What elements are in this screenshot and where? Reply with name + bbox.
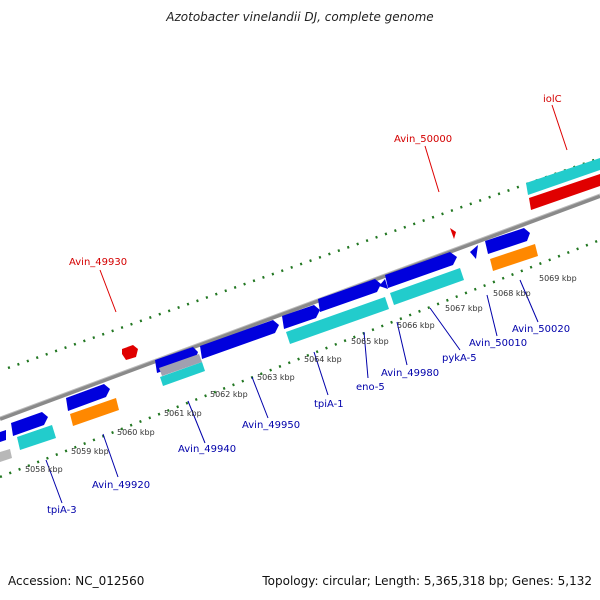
label-pyka-5: pykA-5 bbox=[442, 353, 477, 364]
gene-avin-50000-marker[interactable] bbox=[450, 228, 456, 239]
gene-block-10[interactable] bbox=[470, 245, 478, 259]
label-avin-50010: Avin_50010 bbox=[469, 338, 527, 349]
kbp-label-5058: 5058 kbp bbox=[25, 465, 63, 474]
cds-bar-2[interactable] bbox=[160, 362, 205, 386]
rna-bar-1[interactable] bbox=[70, 398, 119, 426]
leader-tpia-3 bbox=[45, 459, 63, 504]
accession-text: Accession: NC_012560 bbox=[8, 574, 145, 588]
gray-feature-2[interactable] bbox=[0, 449, 12, 462]
gene-block-6[interactable] bbox=[282, 305, 320, 329]
genome-title: Azotobacter vinelandii DJ, complete geno… bbox=[166, 10, 434, 24]
leader-eno-5 bbox=[363, 331, 369, 379]
label-avin-49940: Avin_49940 bbox=[178, 444, 236, 455]
kbp-label-5065: 5065 kbp bbox=[351, 337, 389, 346]
gene-block-9[interactable] bbox=[385, 252, 457, 288]
gene-block-1[interactable] bbox=[0, 430, 6, 442]
gray-feature-1[interactable] bbox=[159, 354, 202, 376]
gene-block-7[interactable] bbox=[318, 279, 381, 312]
leader-avin-49950 bbox=[251, 376, 269, 419]
label-eno-5: eno-5 bbox=[356, 382, 385, 393]
genome-backbone-highlight bbox=[0, 193, 600, 418]
kbp-label-5064: 5064 kbp bbox=[304, 355, 342, 364]
gene-block-5[interactable] bbox=[200, 320, 279, 359]
leader-avin-49940 bbox=[187, 400, 206, 444]
gene-block-3[interactable] bbox=[66, 384, 110, 411]
kbp-label-5060: 5060 kbp bbox=[117, 428, 155, 437]
gene-block-8[interactable] bbox=[379, 279, 388, 289]
leader-pyka-5 bbox=[429, 307, 461, 351]
label-avin-49920: Avin_49920 bbox=[92, 480, 150, 491]
genome-backbone bbox=[0, 194, 600, 421]
leader-avin-49920 bbox=[102, 433, 119, 478]
leader-avin-50000 bbox=[424, 145, 440, 193]
gene-iolc-bar[interactable] bbox=[529, 174, 600, 210]
leader-avin-50020 bbox=[519, 279, 539, 323]
topology-summary: Topology: circular; Length: 5,365,318 bp… bbox=[262, 574, 592, 588]
cds-bar-3[interactable] bbox=[286, 297, 389, 344]
cds-bar-1[interactable] bbox=[17, 425, 56, 450]
label-avin-49980: Avin_49980 bbox=[381, 368, 439, 379]
kbp-label-5066: 5066 kbp bbox=[397, 321, 435, 330]
cds-bar-4[interactable] bbox=[390, 268, 464, 305]
leader-avin-49930 bbox=[99, 269, 117, 313]
kbp-label-5067: 5067 kbp bbox=[445, 304, 483, 313]
gene-block-11[interactable] bbox=[485, 228, 530, 254]
label-avin-49930: Avin_49930 bbox=[69, 257, 127, 268]
leader-avin-49980 bbox=[396, 321, 408, 366]
gene-iolc-cyan-bar[interactable] bbox=[526, 158, 600, 195]
lower-dotted-track bbox=[0, 238, 600, 479]
kbp-label-5069: 5069 kbp bbox=[539, 274, 577, 283]
kbp-label-5059: 5059 kbp bbox=[71, 447, 109, 456]
label-avin-50000: Avin_50000 bbox=[394, 134, 452, 145]
label-iolc: iolC bbox=[543, 94, 562, 105]
kbp-label-5063: 5063 kbp bbox=[257, 373, 295, 382]
kbp-label-5062: 5062 kbp bbox=[210, 390, 248, 399]
leader-tpia-1 bbox=[313, 351, 329, 396]
kbp-label-5061: 5061 kbp bbox=[164, 409, 202, 418]
leader-iolc bbox=[551, 104, 568, 151]
leader-avin-50010 bbox=[486, 294, 498, 337]
label-avin-49950: Avin_49950 bbox=[242, 420, 300, 431]
gene-avin-49930-marker[interactable] bbox=[122, 345, 138, 360]
label-tpia-1: tpiA-1 bbox=[314, 399, 344, 410]
label-tpia-3: tpiA-3 bbox=[47, 505, 77, 516]
rna-bar-2[interactable] bbox=[490, 244, 538, 271]
label-avin-50020: Avin_50020 bbox=[512, 324, 570, 335]
kbp-label-5068: 5068 kbp bbox=[493, 289, 531, 298]
gene-block-2[interactable] bbox=[11, 412, 48, 436]
